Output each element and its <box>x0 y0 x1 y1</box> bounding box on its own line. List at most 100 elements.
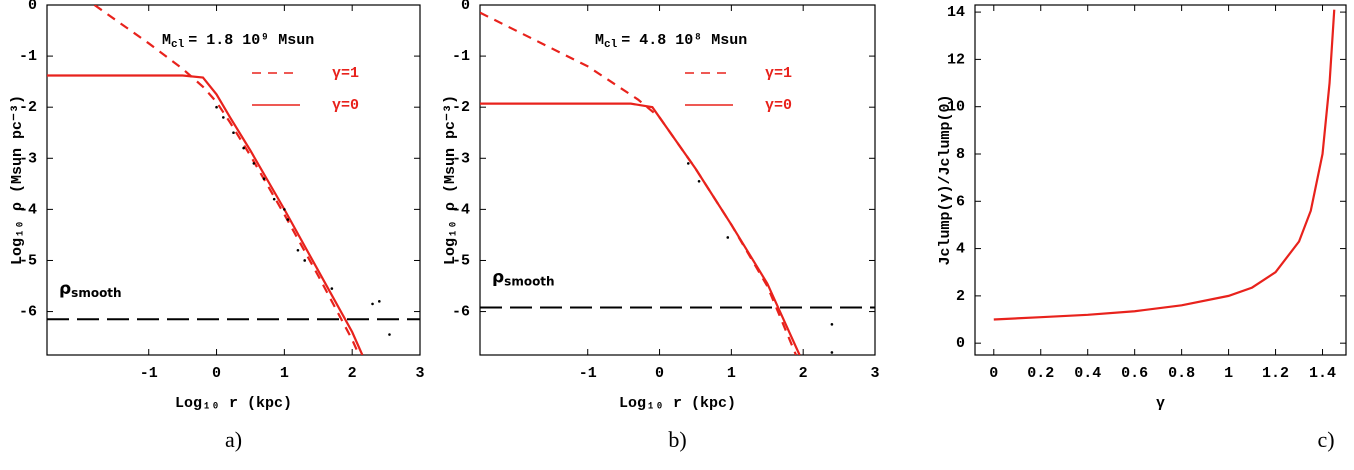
y-tick-label: 6 <box>956 193 965 210</box>
x-tick-label: -1 <box>140 365 158 382</box>
x-axis-label: Log₁₀ r (kpc) <box>175 395 292 412</box>
annotation: Mcl = 4.8 10⁸ Msun <box>595 32 747 51</box>
panel-label: c) <box>1317 427 1334 452</box>
reference-label: ρsmooth <box>59 279 122 300</box>
y-axis-label: Jclump(γ)/Jclump(0) <box>937 94 954 265</box>
frame <box>479 4 876 356</box>
y-tick-label: -4 <box>19 201 37 218</box>
series-line <box>993 9 1336 321</box>
y-tick-label: -3 <box>452 150 470 167</box>
panel: -1 0 1 2 3 0 -1 -2 -3 -4 -5 -6 Log₁₀ r (kpc) Log₁₀ ρ … <box>442 0 880 452</box>
symbol: M <box>595 32 604 49</box>
data-point <box>378 300 381 303</box>
data-point <box>296 248 300 252</box>
x-axis-label: Log₁₀ r (kpc) <box>619 395 736 412</box>
y-axis-label: Log₁₀ ρ (Msun pc⁻³) <box>9 95 26 265</box>
y-tick-label: -1 <box>19 48 37 65</box>
data-point <box>686 162 690 165</box>
legend-label: γ=1 <box>332 65 359 82</box>
y-tick-label: 4 <box>956 241 965 258</box>
subscript: smooth <box>504 274 554 288</box>
x-tick-label: 0 <box>212 365 221 382</box>
data-point <box>262 177 266 181</box>
data-point <box>283 208 286 211</box>
y-tick-label: 8 <box>956 146 965 163</box>
data-point <box>222 116 225 119</box>
x-tick-label: 1 <box>1224 365 1233 382</box>
legend-label: γ=0 <box>332 97 359 114</box>
y-tick-label: 0 <box>461 0 470 14</box>
x-tick-label: 2 <box>799 365 808 382</box>
subscript: smooth <box>71 286 121 300</box>
data-point <box>232 131 235 135</box>
y-tick-label: 2 <box>956 288 965 305</box>
y-tick-label: -2 <box>19 99 37 116</box>
data-point <box>272 197 276 201</box>
y-tick-label: -6 <box>19 304 37 321</box>
data-point <box>697 179 701 183</box>
legend-label: γ=0 <box>765 97 792 114</box>
annotation: Mcl = 1.8 10⁹ Msun <box>162 32 314 51</box>
x-tick-label: 0.2 <box>1027 365 1054 382</box>
data-point <box>830 323 834 326</box>
x-tick-label: 1.4 <box>1309 365 1336 382</box>
x-tick-label: 0 <box>655 365 664 382</box>
plot <box>47 5 420 355</box>
subscript: cl <box>171 39 185 51</box>
x-tick-label: -1 <box>579 365 597 382</box>
y-tick-label: -1 <box>452 48 470 65</box>
text: = 4.8 10⁸ Msun <box>621 32 747 49</box>
panel-label: b) <box>668 427 686 452</box>
y-tick-label: -5 <box>452 252 470 269</box>
y-tick-label: -2 <box>452 99 470 116</box>
x-tick-label: 1 <box>727 365 736 382</box>
x-tick-label: 1.2 <box>1262 365 1289 382</box>
frame <box>46 4 421 356</box>
y-tick-label: 12 <box>947 51 965 68</box>
y-tick-label: -3 <box>19 150 37 167</box>
x-tick-label: 0 <box>989 365 998 382</box>
y-axis-label: Log₁₀ ρ (Msun pc⁻³) <box>442 95 459 265</box>
x-tick-label: 1 <box>280 365 289 382</box>
legend-label: γ=1 <box>765 65 792 82</box>
data-point <box>830 351 834 354</box>
y-tick-label: 0 <box>28 0 37 14</box>
plot <box>480 11 875 355</box>
data-point <box>388 333 391 336</box>
series-line <box>47 74 364 355</box>
frame <box>974 4 1347 356</box>
data-point <box>215 105 218 109</box>
data-point <box>371 302 374 306</box>
panel: 0 0.2 0.4 0.6 0.8 1 1.2 1.4 0 2 4 6 8 10 12 14 γ Jclump(γ… <box>937 4 1347 452</box>
x-tick-label: 0.8 <box>1168 365 1195 382</box>
y-tick-label: 14 <box>947 4 965 21</box>
panel-label: a) <box>225 427 242 452</box>
symbol: ρ <box>59 279 71 299</box>
x-axis-label: γ <box>1156 395 1165 412</box>
data-point <box>242 146 245 150</box>
data-point <box>330 287 334 290</box>
x-tick-label: 0.4 <box>1074 365 1101 382</box>
x-tick-label: 2 <box>348 365 357 382</box>
series-line <box>480 102 801 355</box>
text: = 1.8 10⁹ Msun <box>188 32 314 49</box>
data-point <box>286 218 290 221</box>
x-tick-label: 3 <box>870 365 879 382</box>
data-point <box>726 236 730 239</box>
y-tick-label: 10 <box>947 99 965 116</box>
reference-label: ρsmooth <box>492 267 555 288</box>
x-tick-label: 0.6 <box>1121 365 1148 382</box>
y-tick-label: -5 <box>19 252 37 269</box>
data-point <box>252 162 256 165</box>
series-line <box>93 5 360 355</box>
data-point <box>303 259 307 262</box>
symbol: ρ <box>492 267 504 287</box>
y-tick-label: -6 <box>452 304 470 321</box>
x-tick-label: 3 <box>415 365 424 382</box>
series-line <box>480 11 798 355</box>
subscript: cl <box>604 39 618 51</box>
plot <box>993 9 1336 321</box>
y-tick-label: -4 <box>452 201 470 218</box>
y-tick-label: 0 <box>956 335 965 352</box>
